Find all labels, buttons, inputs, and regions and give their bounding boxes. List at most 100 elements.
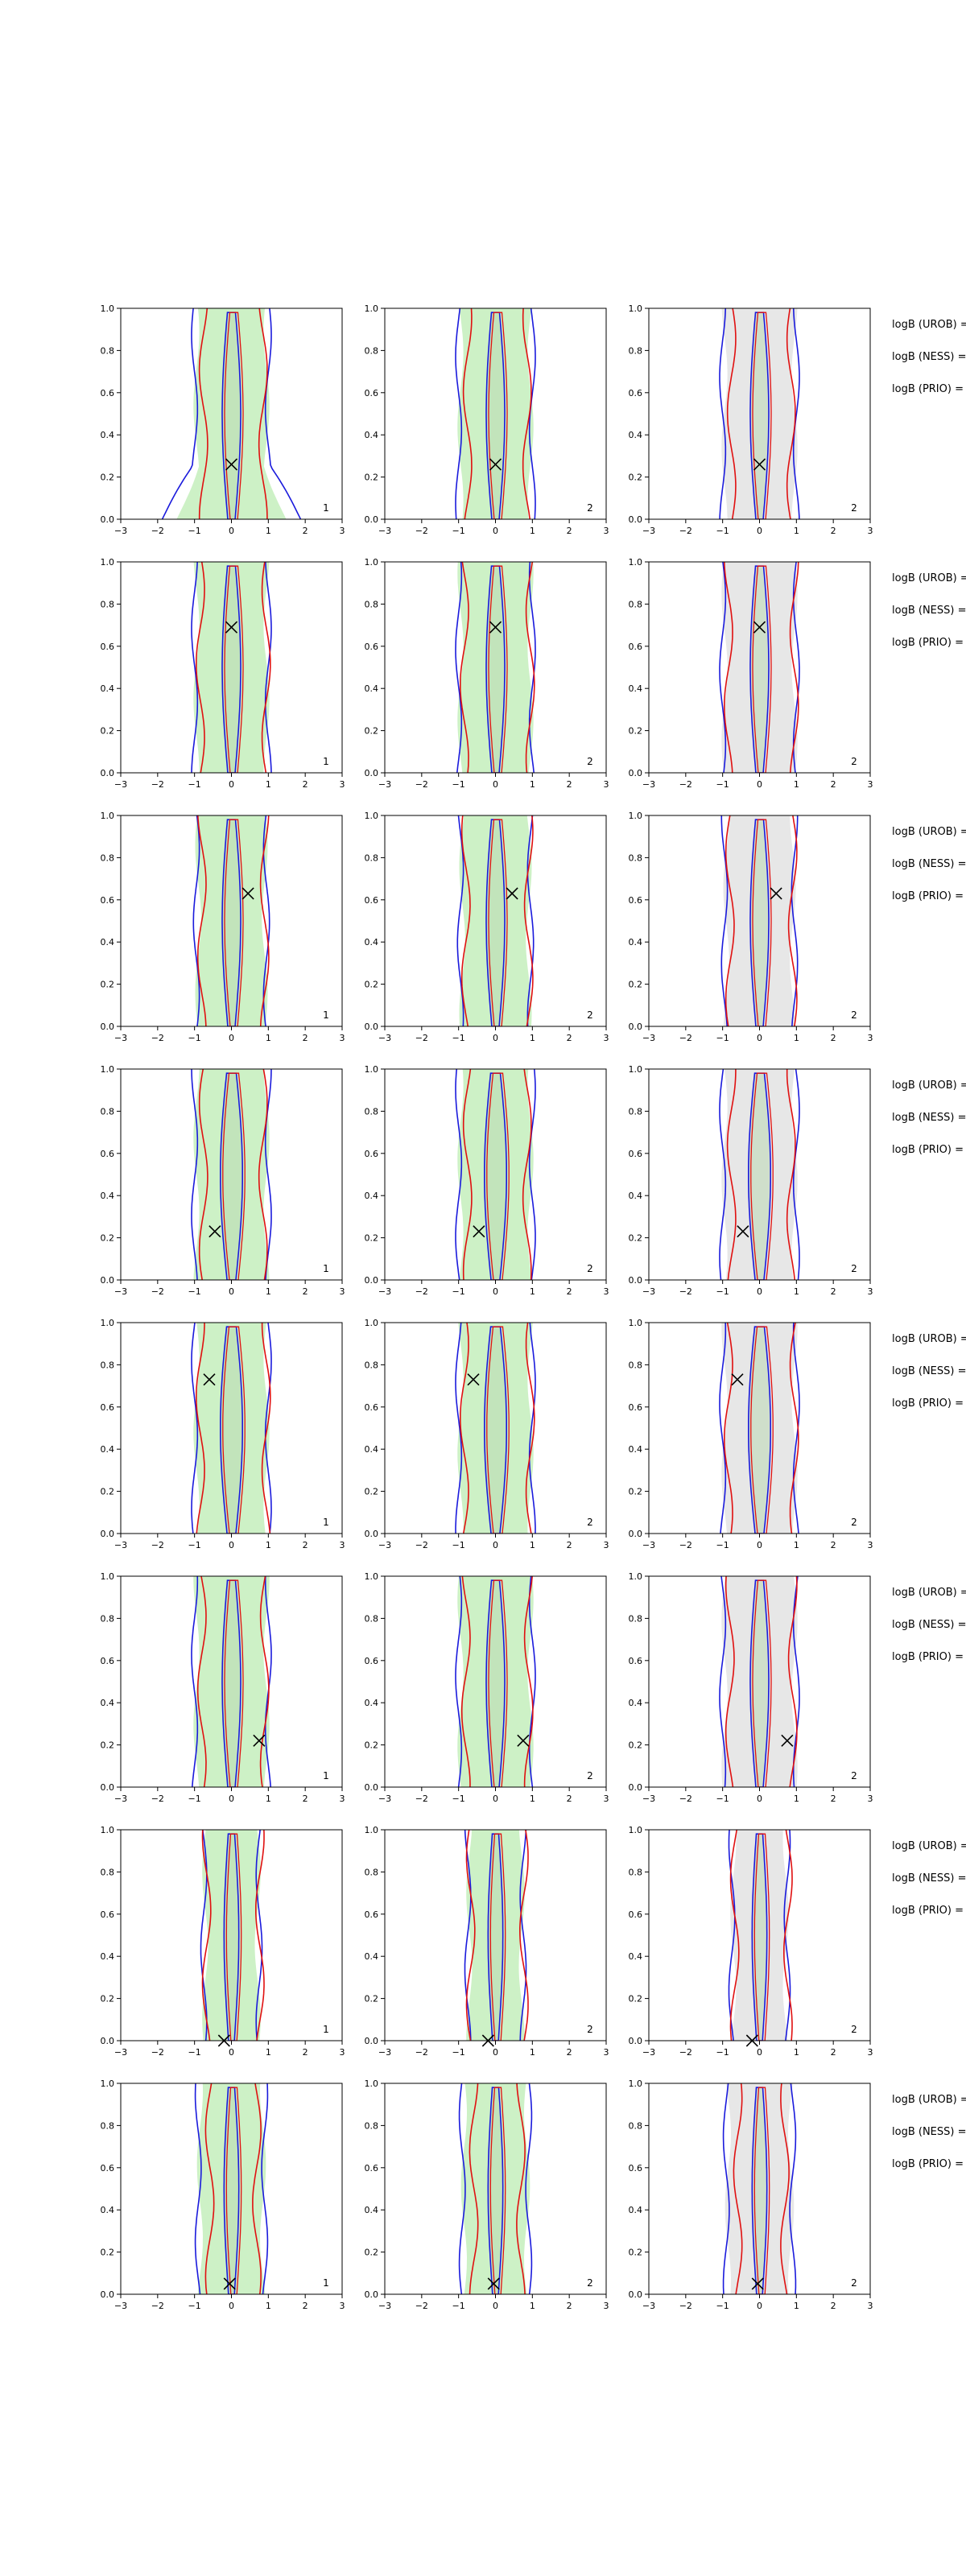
y-tick-label: 0.6 (365, 1656, 379, 1666)
y-tick-label: 1.0 (629, 1825, 643, 1835)
x-tick-label: 0 (493, 1794, 498, 1804)
subplot-r1-c2: −3 −2 −1 0 1 2 3 0.0 0.2 0.4 0.6 0.8 1.0 2 (365, 303, 609, 536)
x-tick-label: 1 (266, 2301, 271, 2311)
contour-outer-blue (194, 2083, 269, 2294)
subplot-r4-c1: −3 −2 −1 0 1 2 3 0.0 0.2 0.4 0.6 0.8 1.0 1 (101, 1064, 345, 1297)
x-tick-label: −2 (415, 1286, 428, 1297)
y-tick-label: 1.0 (629, 2079, 643, 2089)
y-tick-label: 0.0 (101, 1275, 115, 1286)
logb-label: logB (NESS) = (892, 351, 966, 363)
subplot-body (455, 562, 536, 773)
x-tick-label: −1 (452, 2301, 465, 2311)
y-tick-label: 0.8 (101, 599, 115, 609)
x-tick-label: −2 (151, 1540, 164, 1550)
corner-label: 2 (851, 2024, 857, 2035)
x-tick-label: 3 (604, 2301, 609, 2311)
y-tick-label: 1.0 (101, 1064, 115, 1075)
x-tick-label: 3 (868, 1033, 873, 1043)
contour-inner-blue (484, 1326, 507, 1534)
x-tick-label: −2 (151, 2301, 164, 2311)
logb-label: logB (NESS) = (892, 1112, 966, 1124)
subplot-r8-c2: −3 −2 −1 0 1 2 3 0.0 0.2 0.4 0.6 0.8 1.0 2 (365, 2079, 609, 2311)
y-tick-label: 0.0 (365, 2289, 379, 2300)
logb-label: logB (PRIO) = (892, 383, 964, 395)
corner-label: 2 (851, 756, 857, 767)
y-tick-label: 0.2 (101, 1233, 115, 1244)
corner-label: 2 (587, 2024, 593, 2035)
x-tick-label: −1 (716, 1540, 729, 1550)
y-tick-label: 0.8 (101, 1613, 115, 1624)
subplot-body (191, 562, 272, 773)
contour-outer-red (196, 1576, 270, 1787)
y-tick-label: 0.8 (365, 1360, 379, 1370)
subplot-body (161, 308, 302, 519)
contour-outer-red (460, 562, 535, 773)
y-tick-label: 0.4 (101, 937, 115, 947)
contour-outer-red (201, 1830, 265, 2041)
y-tick-label: 0.6 (101, 1909, 115, 1920)
logb-label: logB (NESS) = (892, 858, 966, 870)
contour-outer-blue (719, 308, 800, 519)
x-tick-label: 0 (229, 1794, 234, 1804)
contour-inner-red (222, 1072, 246, 1280)
x-tick-label: −1 (188, 526, 201, 536)
corner-label: 1 (323, 502, 329, 514)
logb-label: logB (PRIO) = (892, 1144, 964, 1156)
truth-marker (506, 887, 518, 900)
x-tick-label: 1 (266, 1033, 271, 1043)
x-tick-label: 3 (868, 526, 873, 536)
logb-label: logB (UROB) = (892, 1840, 966, 1852)
logb-label: logB (PRIO) = (892, 1397, 964, 1410)
y-tick-label: 0.4 (101, 1698, 115, 1708)
contour-inner-red (486, 1072, 510, 1280)
contour-outer-blue (200, 1830, 263, 2041)
x-tick-label: 1 (266, 1286, 271, 1297)
contour-inner-red (225, 1833, 242, 2041)
y-tick-label: 0.0 (629, 1022, 643, 1032)
x-tick-label: 0 (757, 2301, 762, 2311)
y-tick-label: 1.0 (101, 1571, 115, 1582)
x-tick-label: 1 (794, 526, 799, 536)
y-tick-label: 0.8 (365, 1106, 379, 1117)
y-tick-label: 0.4 (365, 430, 379, 440)
x-tick-label: −1 (716, 2047, 729, 2058)
subplot-body (455, 308, 536, 519)
x-tick-label: −1 (188, 1286, 201, 1297)
logb-label: logB (UROB) = (892, 1587, 966, 1599)
contour-inner-red (753, 1833, 770, 2041)
y-tick-label: 0.4 (101, 2205, 115, 2215)
y-tick-label: 0.2 (365, 1740, 379, 1751)
subplot-r7-c1: −3 −2 −1 0 1 2 3 0.0 0.2 0.4 0.6 0.8 1.0 1 (101, 1825, 345, 2058)
y-tick-label: 1.0 (629, 303, 643, 314)
subplot-r4-c3: −3 −2 −1 0 1 2 3 0.0 0.2 0.4 0.6 0.8 1.0 2 (629, 1064, 873, 1297)
subplot-r4-c2: −3 −2 −1 0 1 2 3 0.0 0.2 0.4 0.6 0.8 1.0 2 (365, 1064, 609, 1297)
contour-outer-blue (464, 1830, 527, 2041)
subplot-r3-c1: −3 −2 −1 0 1 2 3 0.0 0.2 0.4 0.6 0.8 1.0 1 (101, 811, 345, 1043)
x-tick-label: 0 (757, 1794, 762, 1804)
truth-marker (770, 887, 782, 900)
corner-label: 1 (323, 1517, 329, 1528)
subplot-body (719, 1576, 800, 1787)
y-tick-label: 0.0 (629, 1782, 643, 1793)
contour-inner-red (488, 565, 508, 773)
contour-inner-red (488, 1579, 508, 1787)
y-tick-label: 0.6 (365, 388, 379, 398)
x-tick-label: −2 (679, 2301, 692, 2311)
subplot-body (455, 1323, 536, 1534)
x-tick-label: 0 (229, 526, 234, 536)
y-tick-label: 0.4 (365, 1191, 379, 1201)
x-tick-label: −3 (378, 2047, 391, 2058)
contour-outer-red (724, 1323, 799, 1534)
truth-marker (781, 1734, 794, 1747)
x-tick-label: 1 (794, 2047, 799, 2058)
x-tick-label: 1 (266, 779, 271, 790)
y-tick-label: 1.0 (365, 303, 379, 314)
x-tick-label: −3 (642, 1033, 655, 1043)
truth-marker (225, 458, 238, 471)
x-tick-label: −3 (114, 526, 127, 536)
x-tick-label: −3 (114, 2047, 127, 2058)
contour-inner-red (222, 1326, 246, 1534)
y-tick-label: 0.0 (365, 1022, 379, 1032)
y-tick-label: 0.4 (365, 1698, 379, 1708)
x-tick-label: 0 (757, 1033, 762, 1043)
